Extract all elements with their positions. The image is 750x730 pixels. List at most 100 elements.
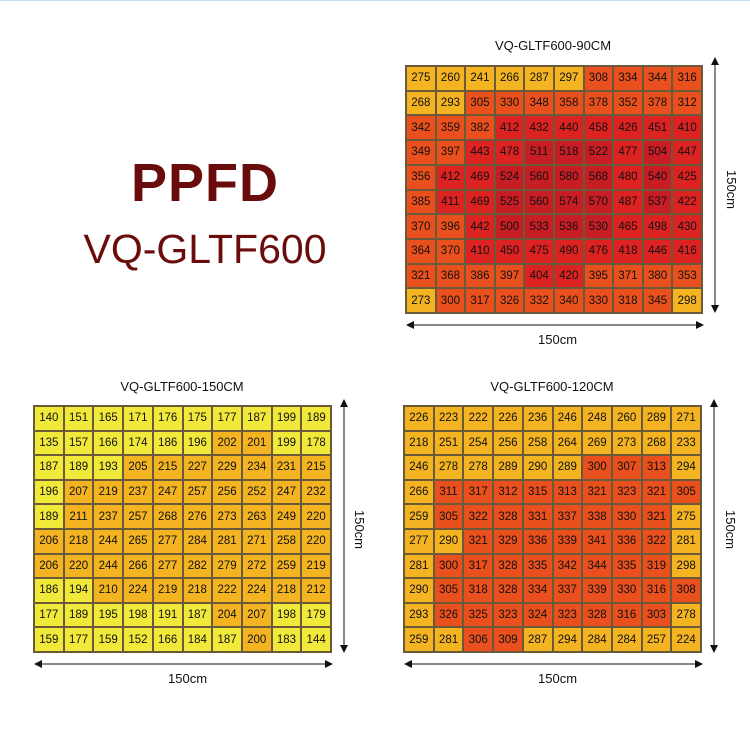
heatmap-cell: 345 bbox=[642, 288, 673, 313]
heatmap-cell: 342 bbox=[406, 115, 436, 141]
heatmap-cell: 324 bbox=[522, 602, 553, 628]
heatmap-cell: 305 bbox=[671, 479, 701, 505]
heatmap-cell: 200 bbox=[241, 627, 272, 652]
heatmap-cell: 386 bbox=[465, 263, 495, 289]
heatmap-cell: 308 bbox=[671, 578, 701, 603]
heatmap-cell: 249 bbox=[271, 504, 302, 529]
heatmap-cell: 177 bbox=[63, 627, 94, 652]
heatmap-cell: 218 bbox=[182, 578, 213, 603]
heatmap-cell: 177 bbox=[34, 602, 64, 628]
heatmap-cell: 396 bbox=[435, 214, 466, 239]
heatmap-cell: 222 bbox=[463, 406, 494, 431]
heatmap-cell: 430 bbox=[672, 214, 702, 239]
panel-title: VQ-GLTF600-120CM bbox=[490, 379, 614, 394]
heatmap-cell: 206 bbox=[34, 529, 64, 554]
heatmap-cell: 321 bbox=[641, 479, 672, 505]
heatmap-cell: 278 bbox=[433, 455, 464, 480]
x-dimension-label: 150cm bbox=[538, 332, 578, 347]
heatmap-cell: 358 bbox=[554, 90, 584, 116]
heatmap-cell: 194 bbox=[63, 578, 94, 603]
heatmap-cell: 328 bbox=[493, 578, 523, 603]
heatmap-cell: 177 bbox=[212, 406, 242, 431]
heatmap-cell: 322 bbox=[463, 504, 494, 529]
heatmap-cell: 273 bbox=[212, 504, 242, 529]
heatmap-cell: 298 bbox=[672, 288, 702, 313]
heatmap-cell: 416 bbox=[672, 238, 702, 264]
heatmap-cell: 269 bbox=[582, 430, 612, 456]
heatmap-cell: 349 bbox=[406, 140, 436, 165]
heatmap-cell: 570 bbox=[583, 189, 614, 215]
heatmap-cell: 289 bbox=[641, 406, 672, 431]
heatmap-cell: 331 bbox=[522, 504, 553, 529]
heatmap-cell: 165 bbox=[93, 406, 124, 431]
heatmap-cell: 218 bbox=[63, 529, 94, 554]
heatmap-cell: 284 bbox=[582, 627, 612, 652]
heatmap-cell: 328 bbox=[493, 504, 523, 529]
heatmap-cell: 232 bbox=[301, 479, 331, 505]
heatmap-cell: 281 bbox=[671, 529, 701, 554]
heatmap-cell: 356 bbox=[406, 164, 436, 190]
heatmap-cell: 293 bbox=[435, 90, 466, 116]
panel-title: VQ-GLTF600-90CM bbox=[494, 38, 612, 53]
heatmap-cell: 281 bbox=[404, 553, 434, 579]
heatmap-cell: 278 bbox=[463, 455, 494, 480]
heatmap-cell: 236 bbox=[522, 406, 553, 431]
heatmap-cell: 411 bbox=[435, 189, 466, 215]
heatmap-cell: 478 bbox=[494, 140, 525, 165]
heatmap-cell: 380 bbox=[642, 263, 673, 289]
heatmap-cell: 284 bbox=[182, 529, 213, 554]
panel-title: VQ-GLTF600-150CM bbox=[120, 379, 244, 394]
heatmap-cell: 447 bbox=[672, 140, 702, 165]
heatmap-cell: 151 bbox=[63, 406, 94, 431]
heatmap-cell: 268 bbox=[152, 504, 183, 529]
heatmap-cell: 344 bbox=[642, 66, 673, 91]
heatmap-cell: 305 bbox=[465, 90, 495, 116]
heatmap-cell: 348 bbox=[524, 90, 554, 116]
heatmap-cell: 364 bbox=[406, 238, 436, 264]
heatmap-cell: 307 bbox=[611, 455, 642, 480]
heatmap-cell: 425 bbox=[672, 164, 702, 190]
heatmap-cell: 404 bbox=[524, 263, 554, 289]
heatmap-cell: 312 bbox=[493, 479, 523, 505]
heatmap-cell: 335 bbox=[522, 553, 553, 579]
heatmap-cell: 370 bbox=[406, 214, 436, 239]
heatmap-cell: 334 bbox=[613, 66, 643, 91]
heatmap-cell: 220 bbox=[63, 553, 94, 579]
heatmap-cell: 206 bbox=[34, 553, 64, 579]
heatmap-cell: 257 bbox=[182, 479, 213, 505]
heatmap-cell: 259 bbox=[271, 553, 302, 579]
heatmap-cell: 259 bbox=[404, 627, 434, 652]
heatmap-cell: 284 bbox=[611, 627, 642, 652]
heatmap-cell: 336 bbox=[611, 529, 642, 554]
heatmap-cell: 233 bbox=[671, 430, 701, 456]
heatmap-cell: 195 bbox=[93, 602, 124, 628]
heatmap-cell: 338 bbox=[582, 504, 612, 529]
heatmap-cell: 207 bbox=[241, 602, 272, 628]
heatmap-cell: 329 bbox=[493, 529, 523, 554]
heatmap-cell: 332 bbox=[524, 288, 554, 313]
heatmap-cell: 290 bbox=[522, 455, 553, 480]
heatmap-cell: 256 bbox=[493, 430, 523, 456]
heatmap-cell: 300 bbox=[435, 288, 466, 313]
heatmap-cell: 278 bbox=[671, 602, 701, 628]
heatmap-cell: 279 bbox=[212, 553, 242, 579]
heatmap-cell: 187 bbox=[241, 406, 272, 431]
heatmap-cell: 247 bbox=[152, 479, 183, 505]
heatmap-cell: 231 bbox=[271, 455, 302, 480]
heatmap-cell: 260 bbox=[611, 406, 642, 431]
heatmap-cell: 490 bbox=[554, 238, 584, 264]
heatmap-cell: 368 bbox=[435, 263, 466, 289]
heatmap-cell: 312 bbox=[672, 90, 702, 116]
heatmap-cell: 281 bbox=[433, 627, 464, 652]
heatmap-cell: 189 bbox=[63, 602, 94, 628]
heatmap-cell: 342 bbox=[552, 553, 583, 579]
heatmap-cell: 330 bbox=[611, 504, 642, 529]
heatmap-cell: 323 bbox=[611, 479, 642, 505]
heatmap-grid: 275 260 241 266 287 297 308 334 344 316 268 293 305 3… bbox=[405, 65, 703, 314]
heatmap-cell: 308 bbox=[583, 66, 614, 91]
heatmap-cell: 196 bbox=[34, 479, 64, 505]
heatmap-cell: 183 bbox=[271, 627, 302, 652]
heatmap-cell: 159 bbox=[34, 627, 64, 652]
heatmap-cell: 580 bbox=[554, 164, 584, 190]
